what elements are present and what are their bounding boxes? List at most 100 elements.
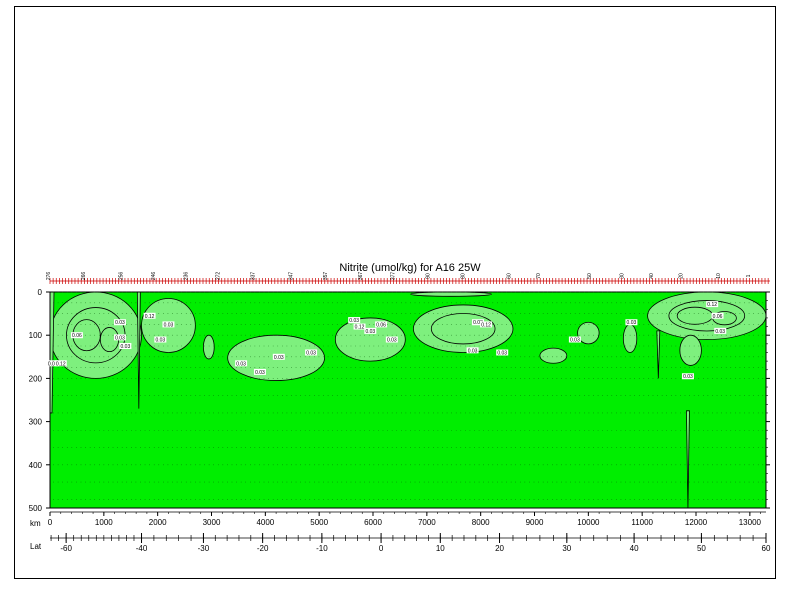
contour-label: 0.03 (473, 320, 483, 326)
chart-title: Nitrite (umol/kg) for A16 25W (339, 262, 481, 274)
contour-label: 0.03 (155, 338, 165, 344)
lat-tick-label: 40 (630, 544, 639, 553)
station-label: 256 (119, 272, 125, 281)
contour-label: 0.03 (48, 361, 58, 367)
x-tick-label: 2000 (149, 518, 167, 527)
contour-label-box (305, 349, 318, 356)
x-tick-label: 1000 (95, 518, 113, 527)
contour-label-box (568, 336, 581, 343)
y-tick-label: 400 (29, 461, 43, 470)
nitrite-field (49, 291, 767, 509)
contour-label-box (364, 327, 377, 334)
contour-label: 0.03 (164, 322, 174, 328)
contour-label-box (54, 360, 67, 367)
contour-spike (656, 330, 661, 379)
contour-label-box (496, 349, 509, 356)
contour-label: 0.03 (306, 350, 316, 356)
contour-label: 0.03 (683, 374, 693, 380)
contour-line (668, 300, 746, 332)
plot-border (49, 291, 767, 509)
x-axis-label: km (30, 519, 41, 528)
contour-label: 0.03 (115, 335, 125, 341)
contour-label: 0.12 (355, 325, 365, 331)
station-label: 50 (587, 273, 593, 279)
latitude-axis-label: Lat (30, 542, 42, 551)
y-tick-label: 100 (29, 331, 43, 340)
contour-label-box (113, 334, 126, 341)
station-label: 1 (746, 274, 752, 277)
contour-label: 0.03 (497, 350, 507, 356)
lat-tick-label: -20 (257, 544, 269, 553)
contour-label: 0.03 (121, 344, 131, 350)
x-tick-label: 11000 (631, 518, 653, 527)
contour-label: 0.12 (56, 361, 66, 367)
contour-label-box (70, 332, 83, 339)
station-label: 80 (461, 273, 467, 279)
contour-label-box (706, 301, 719, 308)
contour-label-box (714, 327, 727, 334)
contour-label-box (348, 317, 361, 324)
contour-label: 0.03 (365, 329, 375, 335)
contour-region (577, 321, 600, 345)
y-tick-label: 300 (29, 418, 43, 427)
contour-label-box (154, 336, 167, 343)
contour-label-box (162, 321, 175, 328)
lat-tick-label: 0 (379, 544, 384, 553)
contour-region (539, 347, 568, 364)
x-tick-label: 4000 (256, 518, 274, 527)
lat-tick-label: 10 (436, 544, 445, 553)
contour-line (430, 313, 496, 345)
contour-region (412, 304, 514, 353)
x-tick-label: 3000 (203, 518, 221, 527)
y-tick-label: 0 (38, 288, 43, 297)
x-tick-label: 9000 (526, 518, 544, 527)
contour-label: 0.06 (376, 322, 386, 328)
contour-label-box (113, 319, 126, 326)
station-label: 272 (216, 272, 222, 281)
contour-region (679, 334, 702, 366)
lat-tick-label: 20 (495, 544, 504, 553)
contour-label: 0.06 (713, 314, 723, 320)
station-label: 276 (46, 272, 52, 281)
x-tick-label: 12000 (685, 518, 708, 527)
station-label: 40 (649, 273, 655, 279)
station-label: 90 (426, 273, 432, 279)
station-label: 377 (391, 272, 397, 281)
station-label: 337 (251, 272, 257, 281)
station-label: 357 (323, 272, 329, 281)
contour-label: 0.12 (145, 314, 155, 320)
station-label: 10 (716, 273, 722, 279)
contour-label: 0.12 (707, 302, 717, 308)
lat-tick-label: -10 (316, 544, 328, 553)
x-tick-label: 5000 (310, 518, 328, 527)
contour-spike (686, 410, 690, 509)
y-axis: 0 100 200 300 400 500 (29, 288, 770, 513)
contour-label: 0.06 (72, 333, 82, 339)
contour-label-box (46, 360, 59, 367)
x-tick-label: 13000 (739, 518, 762, 527)
station-label: 60 (506, 273, 512, 279)
contour-label: 0.03 (468, 348, 478, 354)
contour-label: 0.03 (570, 338, 580, 344)
lat-tick-label: 30 (562, 544, 571, 553)
contour-labels: 0.030.120.060.030.030.030.120.030.030.03… (46, 301, 727, 380)
contour-label: 0.03 (255, 370, 265, 376)
contour-label: 0.03 (715, 329, 725, 335)
x-axis: 0 1000 2000 3000 4000 5000 6000 7000 8000 9000 100… (48, 511, 766, 527)
lat-tick-label: -30 (198, 544, 210, 553)
x-tick-label: 10000 (577, 518, 600, 527)
contour-label-box (253, 368, 266, 375)
x-tick-label: 7000 (418, 518, 436, 527)
contour-region (203, 334, 215, 360)
contour-label-box (385, 336, 398, 343)
station-label: 70 (536, 273, 542, 279)
station-label: 236 (183, 272, 189, 281)
contour-region (622, 323, 638, 353)
contour-label-box (272, 353, 285, 360)
y-tick-label: 500 (29, 504, 43, 513)
station-label: 266 (81, 272, 87, 281)
contour-region (647, 291, 767, 340)
contour-label: 0.03 (236, 361, 246, 367)
lat-tick-label: -40 (136, 544, 148, 553)
